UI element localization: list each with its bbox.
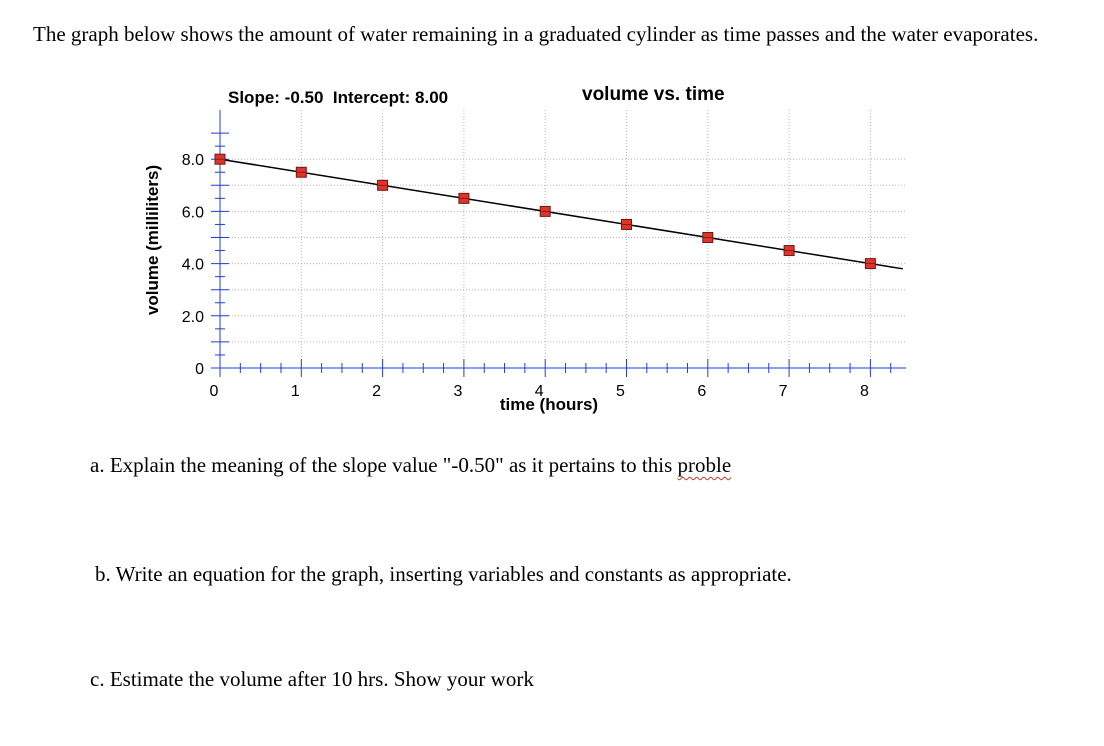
x-tick-label: 4: [535, 383, 544, 400]
x-tick-label: 2: [372, 383, 381, 400]
chart-labels: 0 2.0 4.0 6.0 8.0 0 1 2 3 4 5 6 7 8 Slope: -0.50 Inter…: [143, 84, 869, 414]
chart-axes: [211, 110, 906, 377]
chart-title: volume vs. time: [582, 84, 725, 105]
question-part-c: c. Estimate the volume after 10 hrs. Sho…: [90, 667, 534, 691]
question-intro: The graph below shows the amount of wate…: [33, 22, 1039, 46]
chart-grid: [220, 110, 906, 368]
x-tick-label: 8: [860, 383, 869, 400]
fit-line: [219, 158, 904, 270]
x-tick-label: 1: [291, 383, 300, 400]
part-a-text: a. Explain the meaning of the slope valu…: [90, 453, 678, 477]
question-part-b: b. Write an equation for the graph, inse…: [95, 562, 792, 586]
fit-label: Slope: -0.50 Intercept: 8.00: [228, 88, 448, 107]
y-tick-label: 8.0: [182, 152, 204, 169]
x-tick-label: 3: [453, 383, 462, 400]
y-tick-label: 4.0: [182, 257, 204, 274]
part-a-misspelled-word: proble: [677, 453, 732, 477]
question-part-a: a. Explain the meaning of the slope valu…: [90, 453, 731, 478]
x-tick-label: 0: [210, 383, 219, 400]
x-tick-label: 7: [779, 383, 788, 400]
y-tick-label: 2.0: [182, 309, 204, 326]
x-tick-label: 6: [697, 383, 706, 400]
y-axis-label: volume (milliliters): [143, 165, 162, 315]
y-tick-label: 6.0: [182, 204, 204, 221]
y-tick-label: 0: [195, 361, 204, 378]
x-tick-label: 5: [616, 383, 625, 400]
data-points: [214, 153, 876, 270]
x-axis-label: time (hours): [500, 395, 598, 414]
regression-line: [219, 158, 904, 270]
